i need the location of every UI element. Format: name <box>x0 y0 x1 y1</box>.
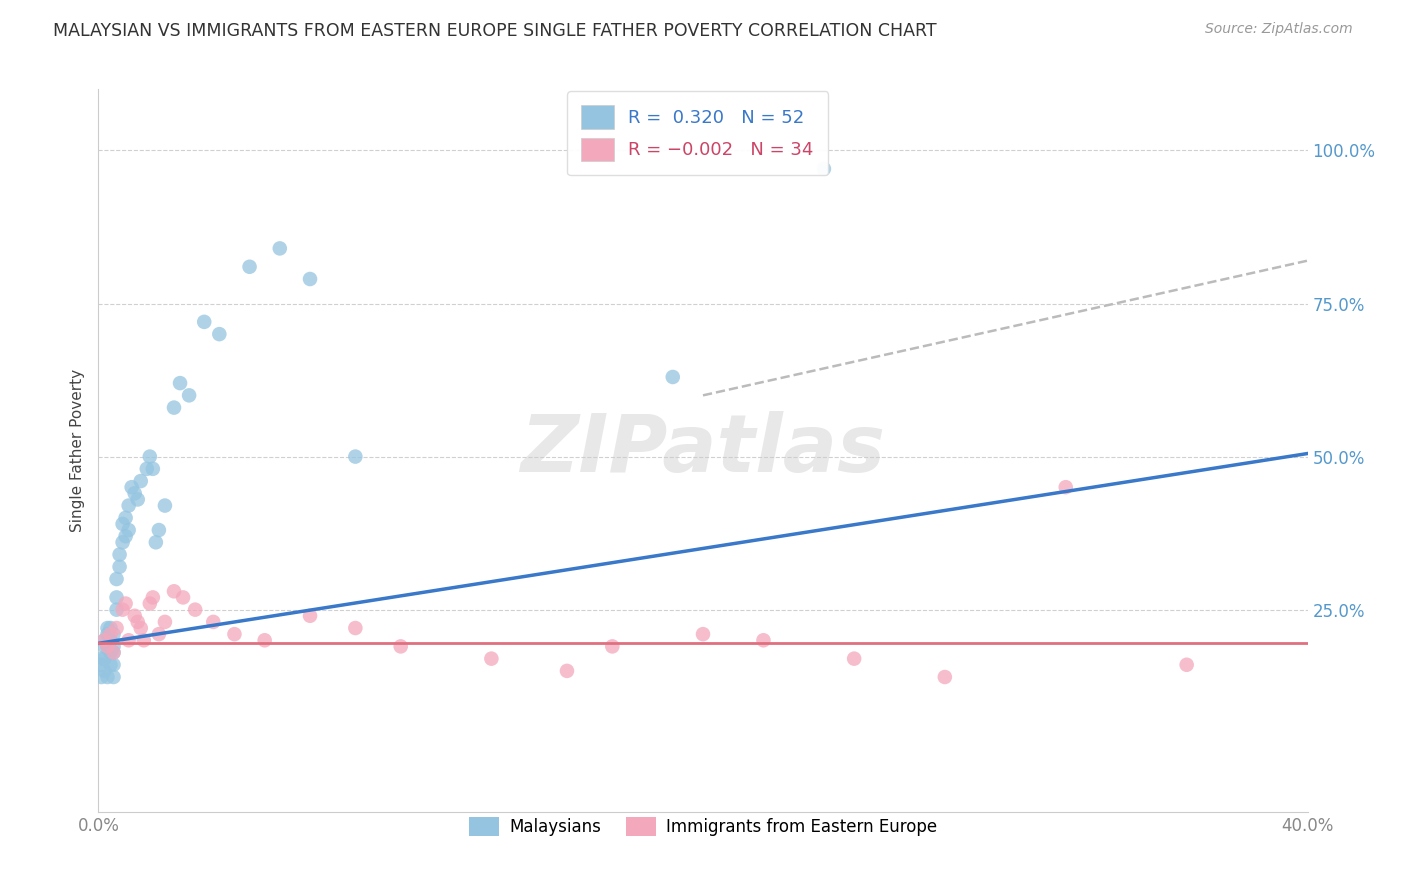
Point <box>142 462 165 476</box>
Point <box>93 633 115 648</box>
Point <box>111 535 134 549</box>
Point <box>224 627 246 641</box>
Point <box>344 621 367 635</box>
Text: MALAYSIAN VS IMMIGRANTS FROM EASTERN EUROPE SINGLE FATHER POVERTY CORRELATION CH: MALAYSIAN VS IMMIGRANTS FROM EASTERN EUR… <box>53 22 936 40</box>
Point <box>269 241 291 255</box>
Point <box>163 401 186 415</box>
Point <box>105 572 128 586</box>
Point <box>934 670 956 684</box>
Point <box>172 591 194 605</box>
Point <box>129 621 152 635</box>
Point <box>118 523 141 537</box>
Point <box>148 627 170 641</box>
Point <box>299 608 322 623</box>
Point <box>100 627 122 641</box>
Point <box>100 633 122 648</box>
Point <box>108 548 131 562</box>
Point <box>602 640 624 654</box>
Point <box>692 627 714 641</box>
Point <box>96 640 118 654</box>
Point <box>344 450 367 464</box>
Point <box>111 602 134 616</box>
Point <box>142 591 165 605</box>
Point <box>103 646 125 660</box>
Point <box>103 670 125 684</box>
Point <box>114 597 136 611</box>
Point <box>813 161 835 176</box>
Point <box>93 640 115 654</box>
Point <box>93 633 115 648</box>
Point <box>127 492 149 507</box>
Point <box>121 480 143 494</box>
Point <box>124 486 146 500</box>
Point <box>1054 480 1077 494</box>
Point <box>96 621 118 635</box>
Point <box>100 621 122 635</box>
Point <box>179 388 201 402</box>
Point <box>124 608 146 623</box>
Point <box>169 376 191 390</box>
Point <box>114 511 136 525</box>
Point <box>148 523 170 537</box>
Point <box>299 272 322 286</box>
Point <box>844 651 866 665</box>
Point <box>90 670 112 684</box>
Point <box>118 499 141 513</box>
Point <box>90 651 112 665</box>
Point <box>103 627 125 641</box>
Point <box>127 615 149 629</box>
Point <box>118 633 141 648</box>
Point <box>93 664 115 678</box>
Text: Source: ZipAtlas.com: Source: ZipAtlas.com <box>1205 22 1353 37</box>
Point <box>135 462 157 476</box>
Point <box>193 315 215 329</box>
Point <box>139 450 162 464</box>
Point <box>105 621 128 635</box>
Point <box>1175 657 1198 672</box>
Point <box>239 260 262 274</box>
Point <box>96 670 118 684</box>
Point <box>752 633 775 648</box>
Point <box>103 657 125 672</box>
Point <box>132 633 155 648</box>
Point <box>253 633 276 648</box>
Point <box>202 615 225 629</box>
Point <box>481 651 503 665</box>
Point <box>105 591 128 605</box>
Point <box>100 646 122 660</box>
Text: ZIPatlas: ZIPatlas <box>520 411 886 490</box>
Point <box>96 627 118 641</box>
Point <box>163 584 186 599</box>
Point <box>139 597 162 611</box>
Point <box>90 657 112 672</box>
Point <box>103 640 125 654</box>
Point <box>153 499 176 513</box>
Point <box>145 535 167 549</box>
Point <box>96 640 118 654</box>
Point <box>93 651 115 665</box>
Point <box>555 664 578 678</box>
Point <box>208 327 231 342</box>
Point <box>129 474 152 488</box>
Point <box>111 516 134 531</box>
Y-axis label: Single Father Poverty: Single Father Poverty <box>69 369 84 532</box>
Point <box>184 602 207 616</box>
Legend: Malaysians, Immigrants from Eastern Europe: Malaysians, Immigrants from Eastern Euro… <box>463 811 943 843</box>
Point <box>108 559 131 574</box>
Point <box>389 640 412 654</box>
Point <box>114 529 136 543</box>
Point <box>103 646 125 660</box>
Point <box>661 370 683 384</box>
Point <box>153 615 176 629</box>
Point <box>105 602 128 616</box>
Point <box>100 657 122 672</box>
